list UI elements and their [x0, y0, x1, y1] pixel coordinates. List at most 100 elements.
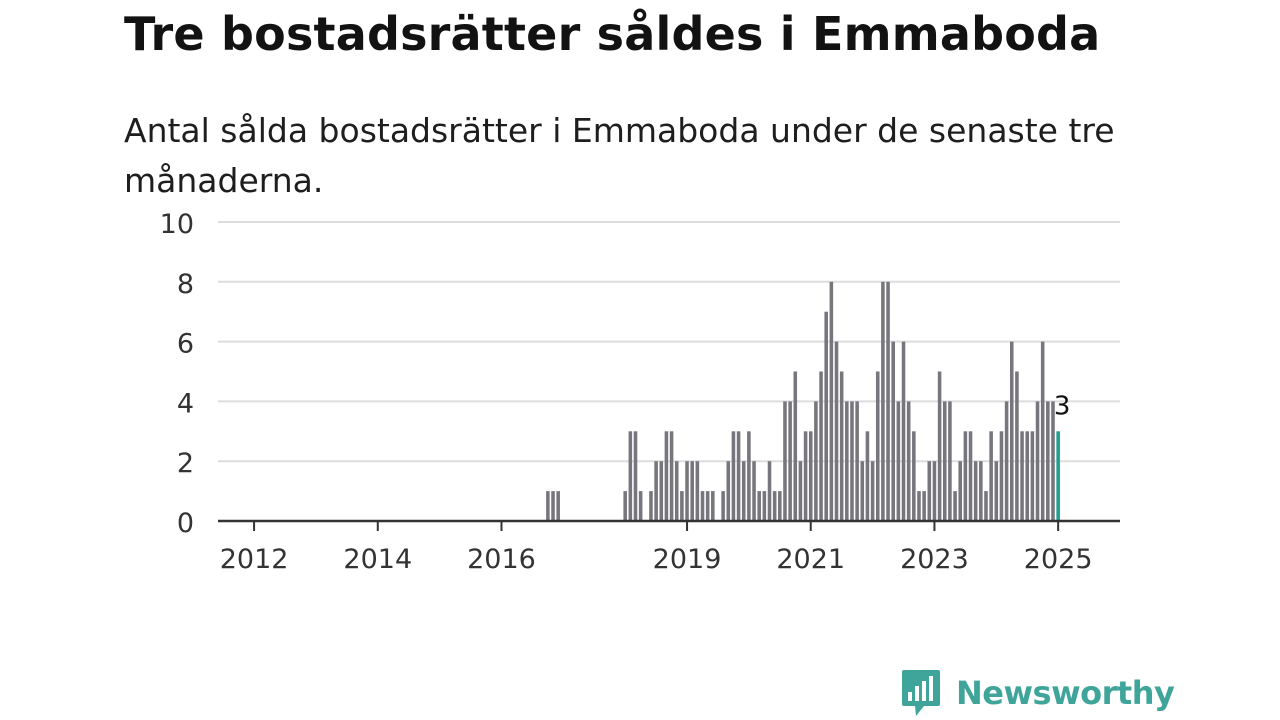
- bar: [690, 461, 694, 521]
- bar: [757, 491, 761, 521]
- bar: [984, 491, 988, 521]
- bar: [979, 461, 983, 521]
- bar: [551, 491, 555, 521]
- bar: [994, 461, 999, 521]
- bar: [819, 371, 823, 521]
- bar: [752, 461, 756, 521]
- annotations: 3: [1054, 391, 1071, 421]
- bar: [556, 491, 560, 521]
- bar: [1040, 341, 1045, 521]
- bars: [546, 281, 1060, 521]
- bar: [741, 461, 746, 521]
- y-tick-label: 6: [177, 329, 194, 360]
- bar-chart: 0 2 4 6 8 10 2012 2014 2016 2019 2021 2023 2025 3: [160, 209, 1120, 575]
- bar: [623, 491, 627, 521]
- bar: [726, 461, 731, 521]
- bar: [901, 341, 906, 521]
- bar: [788, 401, 792, 521]
- bar: [855, 401, 859, 521]
- bar: [973, 461, 978, 521]
- bar: [546, 491, 550, 521]
- bar: [881, 281, 885, 521]
- bar: [814, 401, 818, 521]
- bar: [803, 431, 808, 521]
- bar: [829, 281, 834, 521]
- bar: [865, 431, 870, 521]
- bar: [886, 281, 890, 521]
- bar: [932, 461, 937, 521]
- bar: [762, 491, 767, 521]
- bar: [659, 461, 664, 521]
- bar: [1025, 431, 1029, 521]
- bar: [875, 371, 880, 521]
- x-tick-label: 2016: [467, 544, 536, 575]
- bar: [1009, 341, 1014, 521]
- bar: [963, 431, 968, 521]
- chart-title: Tre bostadsrätter såldes i Emmaboda: [124, 7, 1101, 61]
- bar: [834, 341, 839, 521]
- bar: [783, 401, 787, 521]
- bar: [798, 461, 803, 521]
- bar: [767, 461, 772, 521]
- bar: [1004, 401, 1009, 521]
- bar: [839, 371, 844, 521]
- y-tick-label: 4: [177, 388, 194, 419]
- x-tick-label: 2012: [220, 544, 289, 575]
- bar: [1020, 431, 1024, 521]
- bar: [937, 371, 942, 521]
- bar: [922, 491, 926, 521]
- x-tick-label: 2019: [653, 544, 722, 575]
- chart-subtitle: Antal sålda bostadsrätter i Emmaboda und…: [124, 111, 1115, 200]
- bar: [711, 491, 715, 521]
- bar: [891, 341, 895, 521]
- bar: [999, 431, 1004, 521]
- bar: [685, 461, 689, 521]
- y-tick-label: 2: [177, 448, 194, 479]
- y-tick-label: 0: [177, 508, 194, 539]
- bar: [917, 491, 921, 521]
- bar: [633, 431, 638, 521]
- bar: [850, 401, 854, 521]
- bar: [953, 491, 957, 521]
- bar: [1035, 401, 1040, 521]
- bar: [927, 461, 932, 521]
- y-axis-ticks: 0 2 4 6 8 10: [160, 209, 194, 539]
- bar: [649, 491, 653, 521]
- bar: [695, 461, 700, 521]
- x-tick-label: 2023: [900, 544, 969, 575]
- x-tick-label: 2014: [343, 544, 412, 575]
- bar-highlight: [1056, 431, 1060, 521]
- bar: [680, 491, 684, 521]
- bar: [870, 461, 875, 521]
- bar: [989, 431, 993, 521]
- bar: [845, 401, 849, 521]
- y-tick-label: 8: [177, 269, 194, 300]
- bar: [896, 401, 901, 521]
- x-tick-label: 2021: [776, 544, 845, 575]
- gridlines: [218, 221, 1120, 463]
- brand-name: Newsworthy: [956, 674, 1175, 712]
- bar: [669, 431, 674, 521]
- x-tick-label: 2025: [1024, 544, 1093, 575]
- bar: [958, 461, 962, 521]
- bar: [747, 431, 751, 521]
- newsworthy-logo-icon: [902, 670, 940, 716]
- bar: [674, 461, 679, 521]
- bar: [1030, 431, 1035, 521]
- bar: [1046, 401, 1050, 521]
- bar: [793, 371, 798, 521]
- bar: [824, 311, 828, 521]
- bar: [736, 431, 741, 521]
- x-axis-ticks: 2012 2014 2016 2019 2021 2023 2025: [220, 521, 1093, 575]
- bar: [808, 431, 813, 521]
- bar: [731, 431, 736, 521]
- bar: [705, 491, 710, 521]
- bar: [664, 431, 669, 521]
- data-label: 3: [1054, 391, 1071, 421]
- bar: [638, 491, 643, 521]
- bar: [700, 491, 705, 521]
- bar: [628, 431, 633, 521]
- bar: [721, 491, 725, 521]
- bar: [906, 401, 911, 521]
- bar: [860, 461, 865, 521]
